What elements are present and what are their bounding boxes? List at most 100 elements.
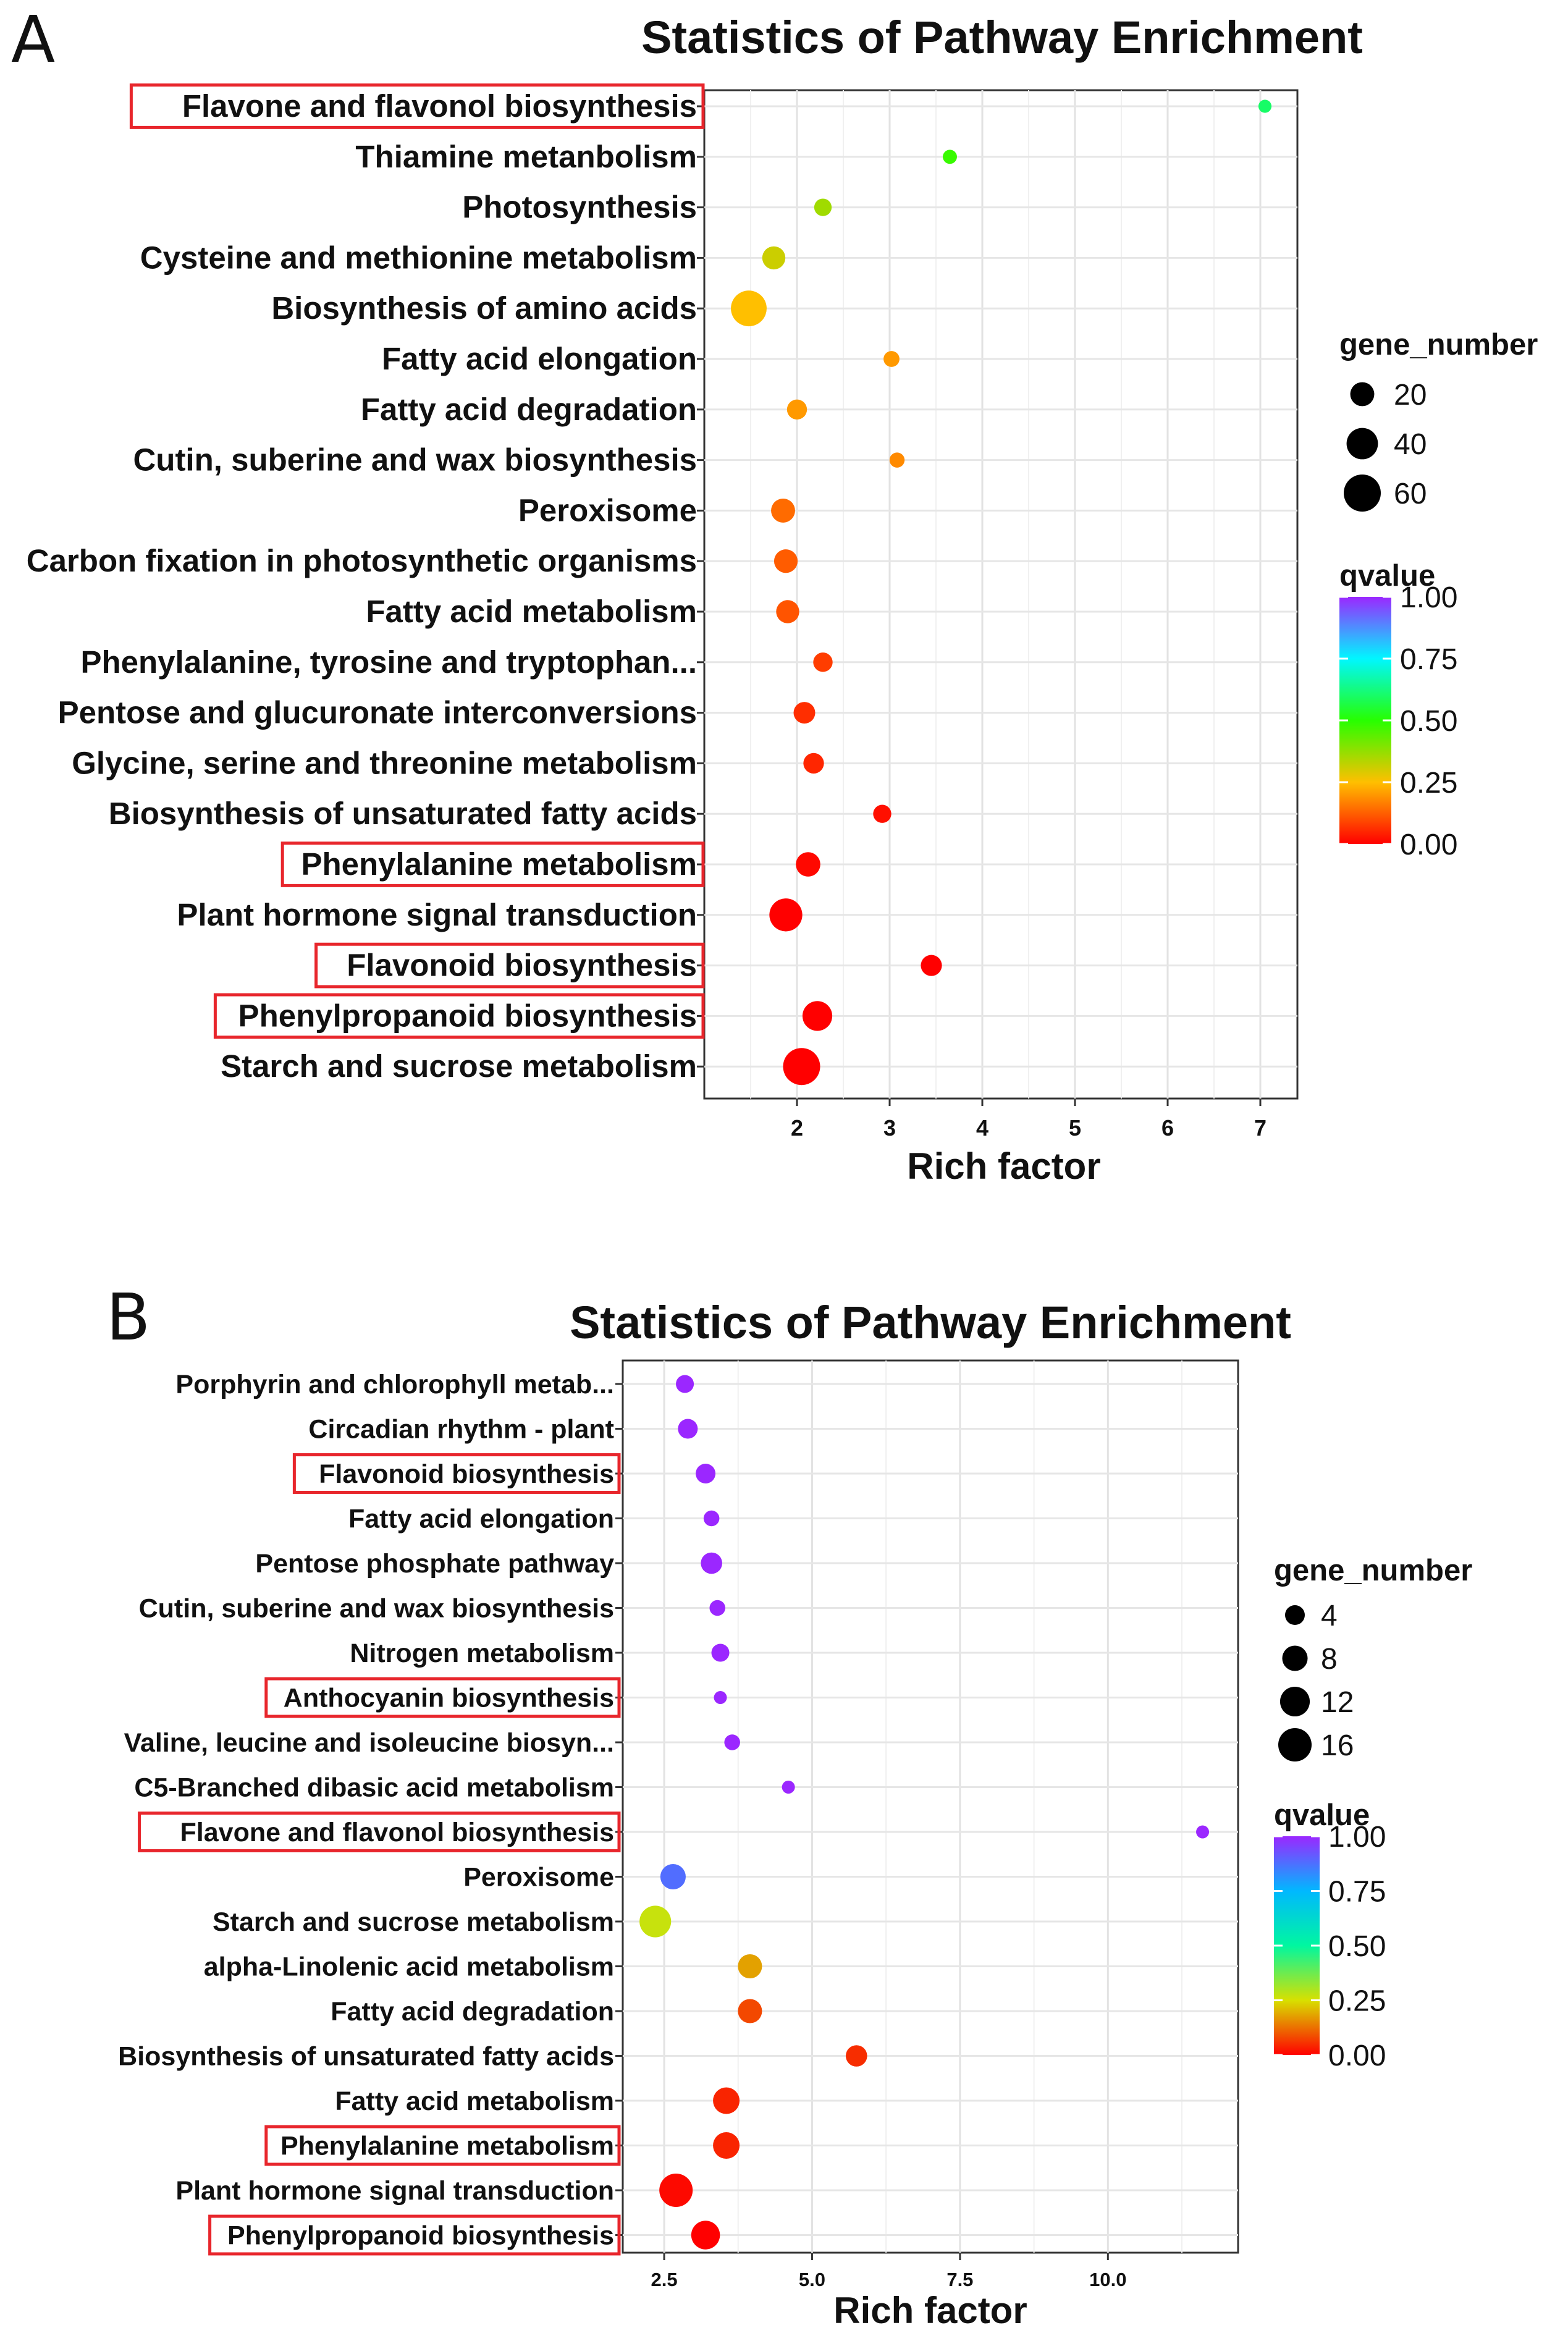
highlight-box: [314, 942, 705, 989]
category-label: Fatty acid degradation: [361, 392, 697, 427]
data-point: [773, 549, 798, 573]
panel-a-category-labels: Flavone and flavonol biosynthesis Thiamin…: [27, 83, 705, 1084]
category-label: Fatty acid metabolism: [335, 2086, 614, 2116]
size-legend-dot: [1279, 1686, 1310, 1717]
size-legend-dot: [1346, 428, 1378, 460]
size-legend-dot: [1350, 382, 1375, 407]
category-label: Plant hormone signal transduction: [177, 897, 697, 932]
category-label: Cutin, suberine and wax biosynthesis: [139, 1594, 614, 1624]
panel-b-title: Statistics of Pathway Enrichment: [570, 1297, 1291, 1348]
category-label: Plant hormone signal transduction: [175, 2176, 614, 2206]
category-label: Carbon fixation in photosynthetic organi…: [27, 543, 697, 578]
size-legend-label: 16: [1321, 1729, 1354, 1762]
data-point: [731, 290, 767, 327]
panel-a-title: Statistics of Pathway Enrichment: [641, 12, 1363, 63]
panel-a-points: [731, 99, 1272, 1086]
category-label: Fatty acid elongation: [382, 341, 697, 376]
size-legend-label: 20: [1394, 379, 1427, 411]
panel-b-x-axis: 2.5 5.0 7.5 10.0: [651, 2253, 1126, 2290]
data-point: [738, 1954, 762, 1979]
size-legend-dot: [1282, 1645, 1308, 1671]
data-point: [696, 1464, 716, 1483]
highlight-box: [292, 1453, 621, 1494]
category-label: alpha-Linolenic acid metabolism: [204, 1952, 614, 1982]
data-point: [713, 2132, 740, 2159]
colorbar-label: 0.00: [1400, 829, 1457, 861]
data-point: [762, 246, 786, 270]
category-label: Flavone and flavonol biosynthesis: [180, 1818, 614, 1847]
category-label: Biosynthesis of unsaturated fatty acids: [109, 796, 697, 831]
size-legend-label: 40: [1394, 428, 1427, 461]
data-point: [711, 1643, 730, 1662]
panel-b-color-legend: qvalue 1.00 0.75 0.50 0.25 0.00: [1274, 1799, 1386, 2072]
panel-a-x-axis: 2 3 4 5 6 7: [791, 1099, 1267, 1141]
size-legend-label: 12: [1321, 1686, 1354, 1719]
category-label: Phenylpropanoid biosynthesis: [238, 998, 697, 1033]
category-label: Flavonoid biosynthesis: [319, 1459, 614, 1489]
data-point: [889, 452, 905, 468]
data-point: [786, 399, 807, 420]
category-label: Fatty acid elongation: [348, 1504, 614, 1534]
panel-b-size-legend: gene_number 4 8 12 16: [1274, 1554, 1472, 1762]
x-tick-label: 5: [1069, 1115, 1081, 1141]
data-point: [803, 753, 824, 774]
data-point: [769, 898, 803, 932]
data-point: [873, 804, 891, 823]
data-point: [709, 1600, 726, 1616]
x-tick-label: 10.0: [1089, 2269, 1126, 2290]
category-label: Starch and sucrose metabolism: [221, 1048, 697, 1084]
category-label: Phenylpropanoid biosynthesis: [227, 2221, 614, 2251]
size-legend-label: 8: [1321, 1643, 1338, 1676]
category-label: Glycine, serine and threonine metabolism: [72, 745, 697, 780]
panel-a: A Statistics of Pathway Enrichment Flavo…: [11, 2, 1538, 1187]
data-point: [845, 2045, 867, 2067]
data-point: [659, 2174, 693, 2207]
panel-b-plot-area: [622, 1359, 1239, 2254]
category-label: Nitrogen metabolism: [350, 1639, 614, 1668]
panel-b-color-legend-title: qvalue: [1274, 1799, 1370, 1832]
category-label: Circadian rhythm - plant: [308, 1415, 614, 1445]
size-legend-label: 60: [1394, 478, 1427, 510]
data-point: [813, 652, 833, 672]
category-label: C5-Branched dibasic acid metabolism: [134, 1773, 614, 1803]
category-label: Valine, leucine and isoleucine biosyn...: [124, 1728, 614, 1758]
data-point: [676, 1375, 694, 1393]
category-label: Phenylalanine, tyrosine and tryptophan..…: [80, 644, 697, 680]
panel-a-size-legend: gene_number 20 40 60: [1339, 328, 1538, 512]
category-label: Anthocyanin biosynthesis: [284, 1684, 614, 1713]
category-label: Starch and sucrose metabolism: [213, 1907, 614, 1937]
panel-a-size-legend-title: gene_number: [1339, 328, 1538, 361]
category-label: Fatty acid degradation: [331, 1997, 614, 2027]
category-label: Biosynthesis of unsaturated fatty acids: [118, 2042, 614, 2072]
colorbar-label: 0.00: [1328, 2040, 1386, 2072]
panel-b-x-axis-title: Rich factor: [833, 2290, 1027, 2331]
size-legend-dot: [1344, 475, 1381, 512]
category-label: Biosynthesis of amino acids: [271, 290, 697, 326]
highlight-box: [264, 1677, 621, 1718]
panel-a-gridlines: [704, 90, 1297, 1099]
x-tick-label: 2.5: [651, 2269, 677, 2290]
highlight-box: [264, 2125, 621, 2166]
category-label: Phenylalanine metabolism: [301, 846, 697, 882]
colorbar-label: 1.00: [1328, 1821, 1386, 1854]
panel-a-plot-area: [703, 89, 1299, 1100]
colorbar-label: 0.50: [1328, 1930, 1386, 1963]
colorbar-label: 0.75: [1328, 1876, 1386, 1909]
highlight-box: [213, 993, 705, 1039]
highlight-box: [138, 1812, 621, 1852]
category-label: Pentose and glucuronate interconversions: [58, 695, 697, 730]
panel-b-size-legend-title: gene_number: [1274, 1554, 1472, 1587]
category-label: Cutin, suberine and wax biosynthesis: [133, 442, 697, 478]
colorbar-label: 0.75: [1400, 643, 1457, 676]
panel-b-category-labels: Porphyrin and chlorophyll metab... Circad…: [118, 1370, 623, 2256]
data-point: [1258, 99, 1272, 113]
highlight-box: [208, 2214, 621, 2256]
data-point: [814, 198, 832, 216]
category-label: Pentose phosphate pathway: [255, 1549, 614, 1579]
size-legend-dot: [1285, 1605, 1305, 1625]
data-point: [943, 150, 957, 164]
category-label: Thiamine metanbolism: [355, 139, 697, 174]
x-tick-label: 6: [1161, 1115, 1174, 1141]
data-point: [660, 1863, 686, 1890]
